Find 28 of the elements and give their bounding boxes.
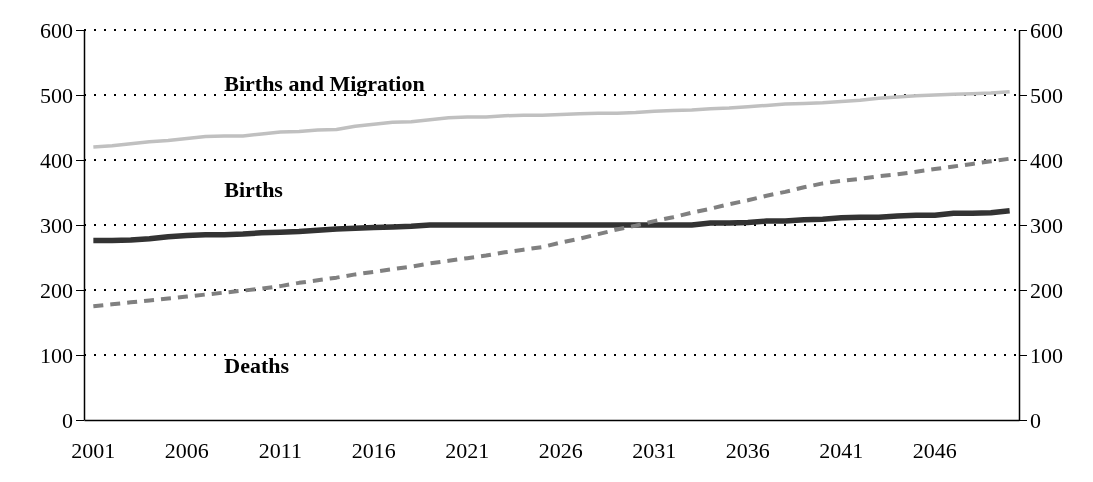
y-tick-label: 0 — [62, 407, 73, 433]
x-tick-label: 2001 — [71, 437, 116, 463]
y2-tick-label: 100 — [1030, 342, 1063, 368]
line-series — [91, 156, 1012, 309]
text: Deaths — [224, 352, 290, 378]
y2-tick-label: 400 — [1030, 147, 1063, 173]
y-tick-label: 100 — [40, 342, 73, 368]
y-tick-label: 400 — [40, 147, 73, 173]
y2-tick-label: 300 — [1030, 212, 1063, 238]
x-tick-label: 2011 — [258, 437, 302, 463]
y2-tick-label: 0 — [1030, 407, 1041, 433]
x-tick-label: 2016 — [351, 437, 396, 463]
y-tick-label: 500 — [40, 82, 73, 108]
y-tick-label: 200 — [40, 277, 73, 303]
x-tick-label: 2031 — [632, 437, 677, 463]
x-tick-label: 2021 — [445, 437, 490, 463]
series-label: Births and Migration — [224, 70, 425, 96]
y2-tick-label: 200 — [1030, 277, 1063, 303]
y-tick-label: 600 — [40, 17, 73, 43]
x-tick-label: 2026 — [538, 437, 583, 463]
y-tick-label: 300 — [40, 212, 73, 238]
x-tick-label: 2006 — [164, 437, 209, 463]
x-tick-label: 2046 — [912, 437, 957, 463]
x-tick-label: 2041 — [819, 437, 864, 463]
y2-tick-label: 500 — [1030, 82, 1063, 108]
series-label: Births — [224, 176, 284, 202]
y2-tick-label: 600 — [1030, 17, 1063, 43]
x-tick-label: 2036 — [725, 437, 770, 463]
